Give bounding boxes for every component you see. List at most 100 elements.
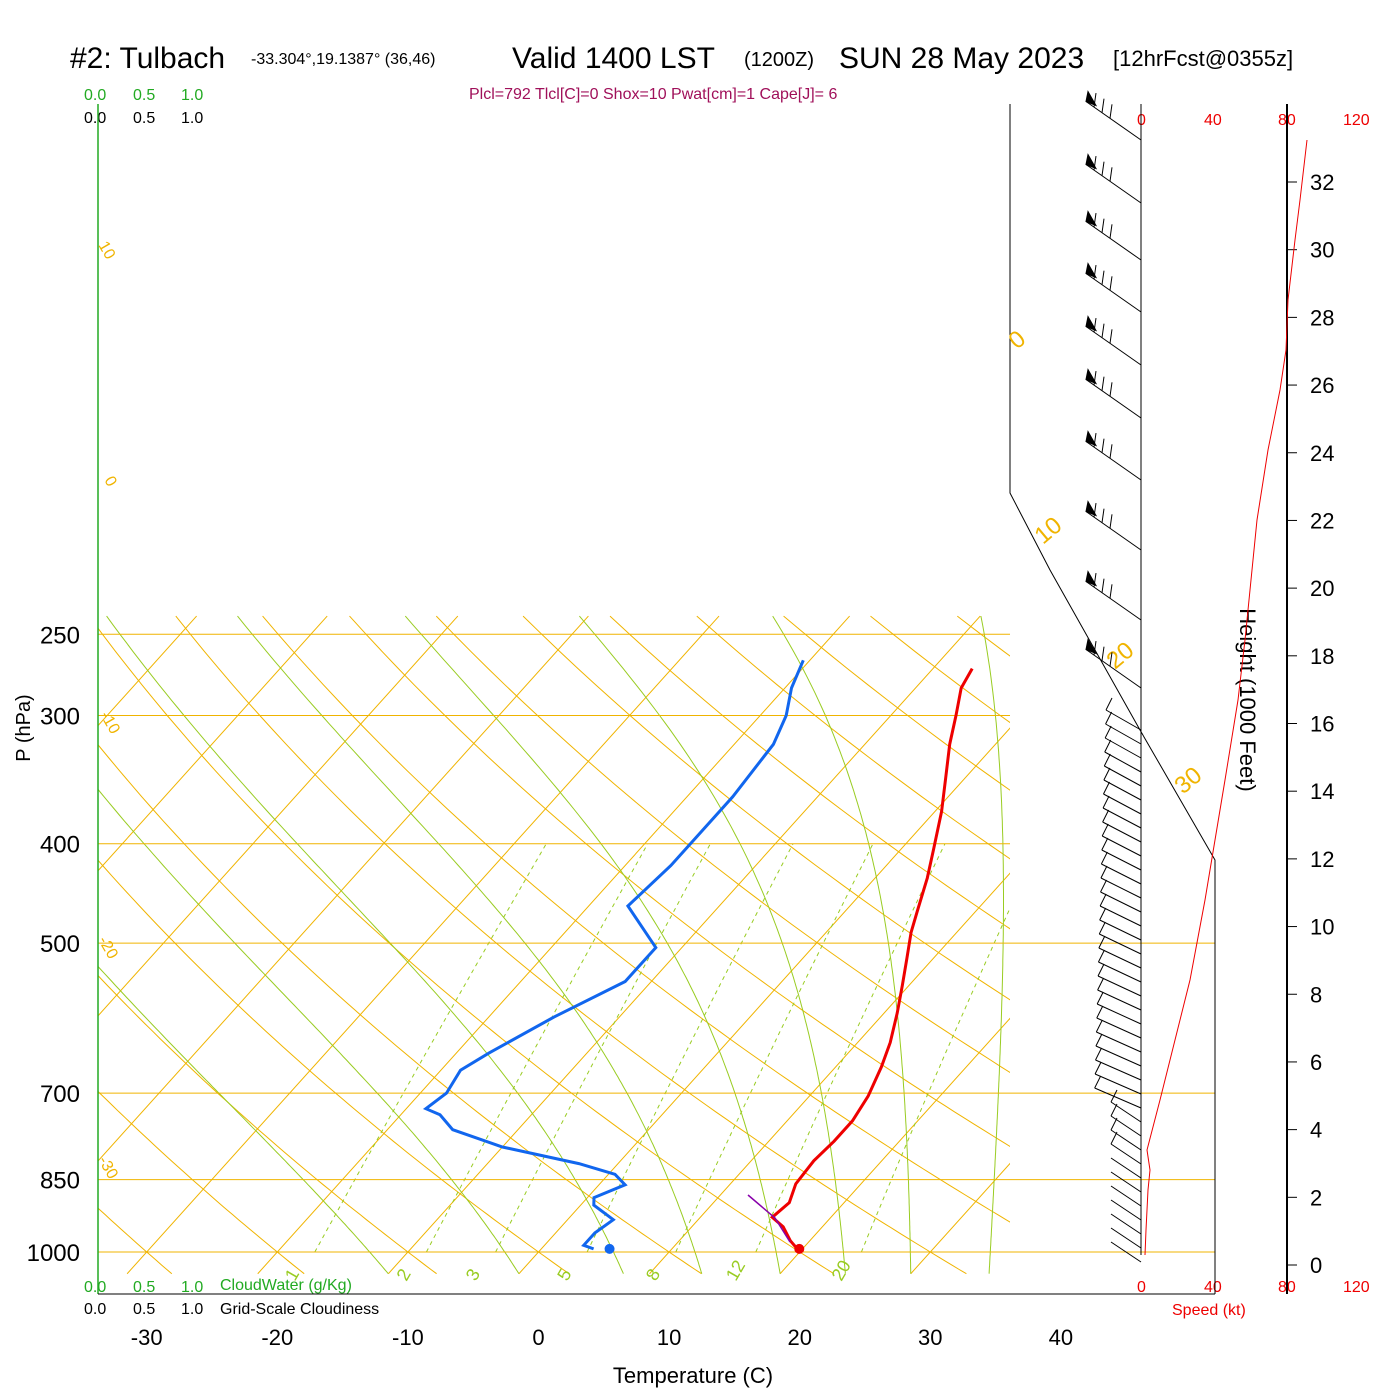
dry-adiabat-line [262,615,1010,1223]
pressure-tick-label: 300 [40,704,80,731]
pressure-tick-label: 850 [40,1168,80,1195]
isotherm-line [518,727,1010,1275]
cloudwater-bottom-scale: 0.0 0.5 1.0 CloudWater (g/Kg) [84,1277,352,1296]
valid-time: Valid 1400 LST [512,42,715,75]
wind-barb-feather [1093,503,1097,518]
temperature-tick-label: -10 [392,1325,424,1350]
height-tick-label: 24 [1310,441,1334,466]
isotherm-line [98,615,328,872]
pressure-tick-label: 1000 [27,1240,80,1267]
moist-adiabat-line [237,615,703,1274]
wind-barb-feather [1096,991,1104,1005]
dry-adiabat-line [98,743,702,1275]
wind-barb-staff [1100,891,1142,913]
wind-barb-staff [1095,1059,1142,1081]
wind-barb-feather [1101,823,1109,837]
height-tick-label: 0 [1310,1253,1322,1278]
wind-barb-staff [1085,221,1142,261]
wind-barb-pennant [1085,90,1098,107]
wind-barb-staff [1110,1185,1142,1207]
wind-barb-staff [1094,1073,1142,1095]
wind-barb-staff [1085,101,1142,141]
wind-barb-staff [1095,1045,1142,1067]
height-tick-label: 4 [1310,1118,1322,1143]
wind-barb-feather [1095,1019,1103,1033]
dry-adiabat-line [783,615,1010,791]
isotherm-line [910,1162,1010,1275]
height-tick-label: 12 [1310,847,1334,872]
wind-barb-feather [1097,949,1105,963]
wind-barb-staff [1085,511,1142,551]
wind-barb-feather [1101,376,1105,391]
wind-barb-staff [1099,933,1142,955]
wind-barb-feather [1105,697,1113,711]
dry-adiabat-line [1392,616,1400,1274]
surface-temperature-marker [794,1243,805,1254]
pressure-tick-label: 700 [40,1081,80,1108]
wind-barb-staff [1085,326,1142,366]
wind-barb-feather [1095,1033,1103,1047]
wind-barb-feather [1102,795,1110,809]
cloudwater-top-tick: 0.5 [133,87,155,104]
cloudiness-top-tick: 1.0 [181,110,203,127]
wind-barb-feather [1109,224,1113,239]
speed-bottom-scale: 0 40 80 120 Speed (kt) [1137,1279,1370,1319]
cloudiness-bottom-tick: 0.0 [84,1301,106,1318]
isotherm-line [98,615,459,1017]
wind-barb-feather [1100,865,1108,879]
wind-barb-feather [1110,1131,1118,1145]
speed-label: Speed (kt) [1172,1302,1246,1319]
dry-adiabat-line [1044,616,1400,1274]
wind-barb-feather [1109,104,1113,119]
wind-barb-pennant [1085,153,1098,170]
isotherm-line [98,615,589,1162]
wind-barb-staff [1103,793,1142,815]
dry-adiabat-line [98,1090,305,1275]
dry-adiabat-line [349,615,1010,1148]
dry-adiabats [98,615,1400,1275]
wind-barb-pennant [1085,315,1098,332]
pressure-axis-ticks: 250 300 400 500 700 850 1000 [27,622,80,1267]
wind-barb-feather [1110,1103,1118,1117]
wind-barb-staff [1110,1227,1142,1249]
wind-barb-staff [1085,273,1142,313]
zulu-time: (1200Z) [744,49,814,71]
wind-barb-feather [1102,809,1110,823]
wind-barb-feather [1101,270,1105,285]
wind-barb-staff [1096,1017,1142,1039]
moist-adiabat-line [404,615,781,1274]
temperature-tick-label: -30 [131,1325,163,1350]
wind-barb-feather [1093,213,1097,228]
height-tick-label: 26 [1310,373,1334,398]
wind-barb-pennant [1085,430,1098,447]
wind-barb-pennant [1085,570,1098,587]
wind-barb-feather [1097,963,1105,977]
wind-barb-staff [1110,1213,1142,1235]
dry-adiabat-line [1131,616,1400,1274]
wind-speed-profile [1144,139,1308,1256]
wind-barb-feather [1109,276,1113,291]
cloudiness-top-scale: 0.0 0.5 1.0 [84,110,203,127]
height-axis-label: Height (1000 Feet) [1235,608,1260,791]
wind-barb-feather [1100,851,1108,865]
cloudwater-bottom-tick: 0.0 [84,1279,106,1296]
cloudwater-bottom-tick: 1.0 [181,1279,203,1296]
wind-barb-feather [1093,318,1097,333]
wind-barb-feather [1098,935,1106,949]
wind-barb-feather [1099,907,1107,921]
wind-barb-feather [1110,1117,1118,1131]
wind-barb-staff [1101,863,1142,885]
moist-adiabat-line [98,788,520,1274]
wind-barb-feather [1103,767,1111,781]
wind-barb-feather [1098,921,1106,935]
wind-barb-staff [1098,961,1142,983]
wind-barb-staff [1102,821,1142,843]
dry-adiabat-line [98,859,570,1275]
wind-barb-feather [1101,218,1105,233]
isotherms [98,615,1010,1275]
wind-barb-staff [1110,1241,1142,1263]
height-tick-label: 10 [1310,915,1334,940]
isotherm-line [387,615,981,1275]
